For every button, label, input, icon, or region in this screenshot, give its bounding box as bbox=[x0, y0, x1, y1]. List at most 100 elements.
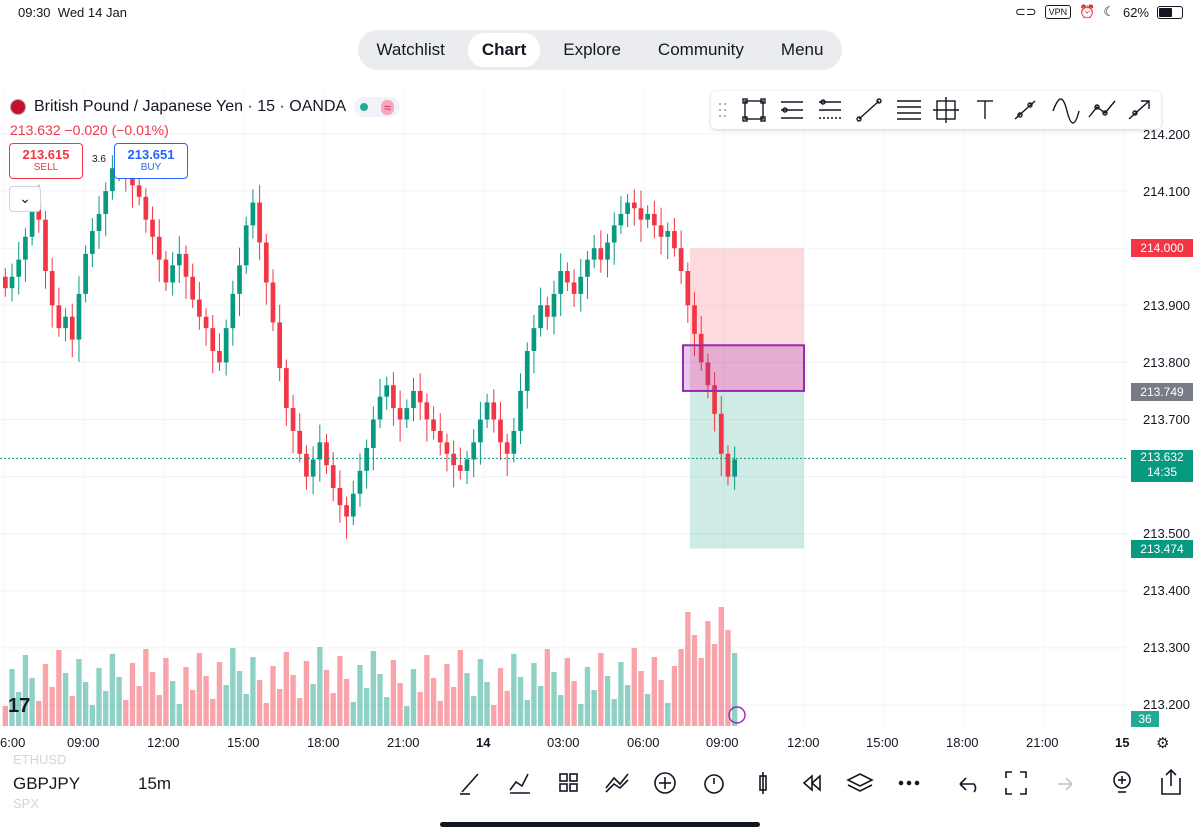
chart-settings-icon[interactable]: ⚙ bbox=[1156, 735, 1170, 752]
link-icon: ⊂⊃ bbox=[1014, 4, 1037, 19]
fib-retracement-tool-icon[interactable] bbox=[897, 100, 921, 120]
candles-icon[interactable] bbox=[759, 772, 767, 794]
volume-bar bbox=[531, 663, 537, 726]
volume-bar bbox=[303, 661, 310, 726]
price-change: 213.632 −0.020 (−0.01%) bbox=[10, 122, 169, 138]
pen-icon[interactable] bbox=[460, 773, 479, 795]
volume-bar bbox=[143, 649, 149, 726]
volume-bar bbox=[404, 706, 410, 726]
candle-body bbox=[384, 385, 390, 397]
volume-bar bbox=[196, 653, 203, 726]
tab-explore[interactable]: Explore bbox=[563, 40, 621, 59]
volume-bar bbox=[283, 652, 290, 726]
candle-body bbox=[732, 459, 737, 477]
sell-button[interactable]: 213.615 SELL bbox=[9, 143, 83, 179]
collapse-button[interactable]: ⌄ bbox=[9, 186, 41, 212]
bottom-toolbar bbox=[460, 768, 1181, 795]
candle-body bbox=[712, 385, 717, 414]
alarm-icon: ⏰ bbox=[1079, 4, 1096, 19]
candle-body bbox=[591, 248, 597, 260]
long-position-tool-icon[interactable] bbox=[781, 101, 803, 119]
y-tick: 213.400 bbox=[1143, 583, 1190, 598]
share-icon[interactable] bbox=[1161, 768, 1181, 795]
candle-body bbox=[698, 333, 704, 363]
volume-bar bbox=[698, 658, 704, 726]
fullscreen-icon[interactable] bbox=[1005, 771, 1027, 795]
trend-line-tool-icon[interactable] bbox=[856, 98, 882, 122]
home-indicator bbox=[440, 822, 760, 827]
symbol-title[interactable]: British Pound / Japanese Yen · 15 · OAND… bbox=[34, 98, 347, 115]
tab-menu[interactable]: Menu bbox=[780, 40, 824, 59]
market-status-pill[interactable]: ≈ bbox=[354, 97, 401, 117]
rectangle-tool-icon[interactable] bbox=[742, 98, 766, 122]
volume-bar bbox=[256, 680, 263, 726]
volume-bar bbox=[437, 701, 443, 726]
idea-icon[interactable] bbox=[1113, 771, 1131, 793]
x-tick: 12:00 bbox=[787, 735, 820, 750]
tab-community[interactable]: Community bbox=[657, 40, 744, 59]
candle-body bbox=[357, 470, 363, 494]
volume-bar bbox=[477, 659, 484, 726]
undo-icon[interactable] bbox=[959, 777, 977, 793]
price-chart[interactable] bbox=[0, 90, 1199, 760]
arrow-tool-icon[interactable] bbox=[1128, 100, 1150, 120]
volume-bar bbox=[190, 690, 196, 726]
candle-body bbox=[605, 242, 610, 260]
redo-icon[interactable] bbox=[1058, 777, 1073, 791]
ticker-symbol[interactable]: GBPJPY bbox=[13, 774, 81, 793]
volume-bar bbox=[69, 696, 75, 726]
volume-bar bbox=[96, 668, 102, 726]
volume-bar bbox=[551, 672, 557, 726]
candle-body bbox=[518, 390, 523, 431]
ghost-symbol: SPX bbox=[13, 796, 40, 811]
candle-body bbox=[16, 259, 22, 277]
wave-tool-icon[interactable] bbox=[1052, 98, 1080, 124]
volume-bar bbox=[397, 683, 403, 726]
candle-body bbox=[718, 413, 724, 454]
candle-body bbox=[685, 271, 691, 306]
volume-bar bbox=[129, 663, 136, 726]
replay-icon[interactable] bbox=[802, 774, 821, 792]
short-position-tool-icon[interactable] bbox=[819, 99, 841, 119]
x-tick: 03:00 bbox=[547, 735, 580, 750]
volume-bar bbox=[377, 674, 383, 726]
volume-bar bbox=[330, 693, 336, 726]
volume-bar bbox=[36, 701, 42, 726]
layers-icon[interactable] bbox=[846, 773, 874, 792]
templates-icon[interactable] bbox=[559, 773, 578, 792]
interval-selector[interactable]: 15m bbox=[138, 774, 172, 793]
candle-body bbox=[444, 442, 450, 454]
volume-bar bbox=[504, 691, 510, 726]
volume-bar bbox=[631, 648, 637, 726]
candle-body bbox=[585, 259, 590, 277]
alarm-clock-icon[interactable] bbox=[704, 774, 724, 794]
candle-body bbox=[89, 231, 95, 254]
measure-tool-icon[interactable] bbox=[933, 97, 959, 123]
compare-icon[interactable] bbox=[605, 773, 629, 793]
more-icon[interactable] bbox=[898, 780, 920, 786]
tab-chart[interactable]: Chart bbox=[467, 33, 541, 67]
symbol-header[interactable]: British Pound / Japanese Yen · 15 · OAND… bbox=[10, 97, 401, 117]
ray-tool-icon[interactable] bbox=[1014, 100, 1036, 120]
candle-body bbox=[451, 453, 456, 466]
flag-icon bbox=[10, 99, 26, 115]
candle-body bbox=[297, 430, 303, 454]
candle-body bbox=[344, 505, 349, 517]
candle-body bbox=[217, 350, 222, 363]
text-tool-icon[interactable] bbox=[977, 100, 993, 119]
take-profit-zone bbox=[690, 391, 804, 549]
candle-body bbox=[692, 305, 697, 334]
buy-button[interactable]: 213.651 BUY bbox=[114, 143, 188, 179]
drag-handle-icon[interactable] bbox=[719, 103, 726, 117]
path-tool-icon[interactable] bbox=[1088, 100, 1116, 118]
candle-body bbox=[304, 453, 309, 477]
add-circle-icon[interactable] bbox=[654, 772, 676, 794]
tab-watchlist[interactable]: Watchlist bbox=[376, 40, 445, 59]
indicators-icon[interactable] bbox=[509, 773, 530, 794]
volume-bar bbox=[343, 679, 350, 726]
volume-bar bbox=[16, 692, 22, 726]
volume-bar bbox=[223, 685, 229, 726]
volume-bar bbox=[658, 680, 664, 726]
volume-bar bbox=[350, 702, 356, 726]
volume-bar bbox=[363, 688, 370, 726]
